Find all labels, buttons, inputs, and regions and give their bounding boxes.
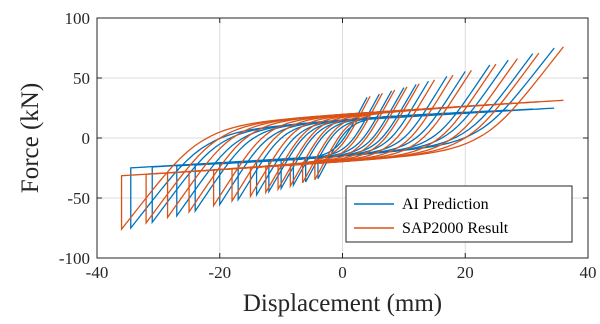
x-tick-label: 20 bbox=[457, 263, 474, 282]
legend-label-sap2000-result: SAP2000 Result bbox=[402, 220, 509, 237]
y-tick-label: 100 bbox=[65, 9, 91, 28]
legend-box bbox=[345, 185, 573, 243]
axis-ticks: -40 -20 0 20 40 -100 -50 0 50 100 bbox=[59, 9, 597, 282]
x-axis-label: Displacement (mm) bbox=[243, 290, 442, 317]
x-tick-label: 0 bbox=[338, 263, 347, 282]
y-axis-label: Force (kN) bbox=[17, 83, 44, 193]
x-tick-label: -40 bbox=[86, 263, 109, 282]
series-line-sap2000-result-loop bbox=[120, 46, 564, 232]
y-tick-label: 50 bbox=[73, 69, 90, 88]
series-line-ai-prediction-loop bbox=[317, 97, 368, 179]
series-line-sap2000-result-loop bbox=[314, 95, 371, 181]
y-tick-label: -100 bbox=[59, 249, 90, 268]
legend-label-ai-prediction: AI Prediction bbox=[402, 196, 489, 213]
y-tick-label: -50 bbox=[67, 189, 90, 208]
chart-legend: AI Prediction SAP2000 Result bbox=[345, 185, 573, 243]
series-line-sap2000-result-loop bbox=[301, 92, 383, 184]
series-lines bbox=[120, 46, 564, 232]
x-tick-label: -20 bbox=[208, 263, 231, 282]
x-tick-label: 40 bbox=[580, 263, 597, 282]
y-tick-label: 0 bbox=[82, 129, 91, 148]
